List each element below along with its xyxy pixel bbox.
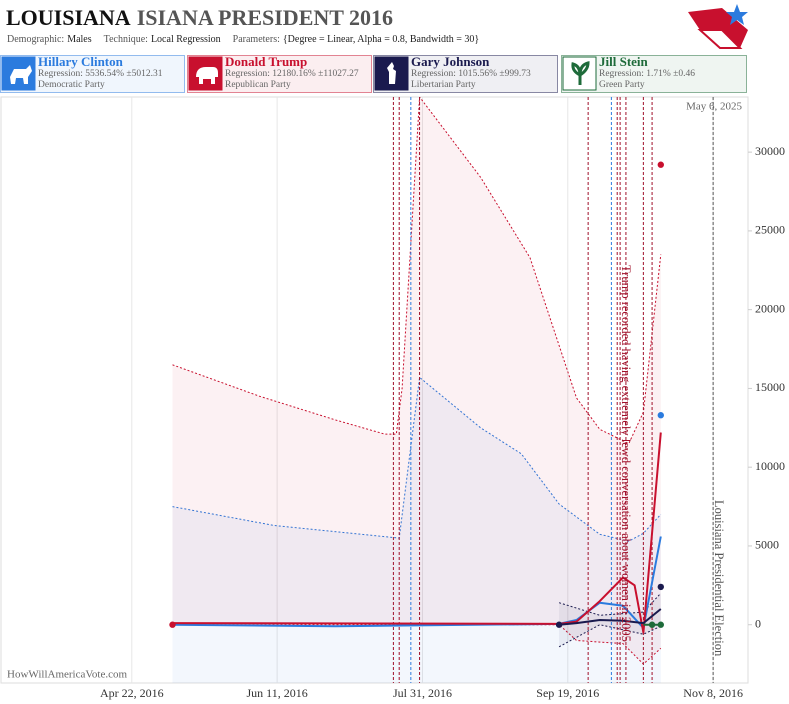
logo	[688, 4, 748, 49]
param-value: {Degree = Linear, Alpha = 0.8, Bandwidth…	[283, 34, 479, 45]
data-point	[657, 161, 665, 168]
legend-icon	[188, 56, 223, 91]
legend-regression: Regression: 1.71% ±0.46	[599, 69, 695, 79]
watermark: HowWillAmericaVote.com	[7, 669, 127, 681]
band-lower	[558, 624, 662, 648]
y-tick-label: 20000	[755, 301, 785, 315]
band-upper	[558, 592, 662, 616]
param-label: Demographic:	[7, 34, 64, 45]
icon-glyph	[196, 67, 218, 84]
title: LOUISIANA ISIANA PRESIDENT 2016	[6, 5, 393, 30]
icon-glyph	[387, 62, 396, 84]
y-tick-label: 10000	[755, 459, 785, 473]
param-label: Technique:	[104, 34, 148, 45]
confidence-band	[172, 377, 661, 683]
data-point	[169, 621, 176, 628]
x-tick-label: Jul 31, 2016	[393, 686, 452, 700]
legend-party: Democratic Party	[38, 80, 105, 90]
data-point	[657, 621, 665, 628]
legend-icon	[1, 56, 36, 91]
data-point	[657, 412, 665, 419]
series-line	[559, 608, 662, 626]
x-tick-label: Jun 11, 2016	[247, 686, 308, 700]
annotation: Trump recorded having extremely lewd con…	[619, 265, 633, 642]
y-tick-label: 30000	[755, 144, 785, 158]
legend-regression: Regression: 12180.16% ±11027.27	[225, 69, 359, 79]
param-label: Parameters:	[233, 34, 280, 45]
date-label: May 6, 2025	[686, 101, 742, 113]
legend-name: Gary Johnson	[411, 54, 490, 69]
legend-icon	[374, 56, 409, 91]
axes: Apr 22, 2016 Jun 11, 2016 Jul 31, 2016 Sep …	[100, 144, 785, 700]
param-value: Males	[67, 34, 92, 45]
legend-party: Green Party	[599, 80, 645, 90]
legend-name: Jill Stein	[599, 54, 649, 69]
legend-name: Hillary Clinton	[38, 54, 124, 69]
x-tick-label: Apr 22, 2016	[100, 686, 164, 700]
data-point	[657, 583, 665, 591]
param-value: Local Regression	[151, 34, 221, 45]
title-rest: ISIANA PRESIDENT 2016	[137, 5, 393, 30]
icon-glyph	[10, 65, 32, 84]
legend-regression: Regression: 1015.56% ±999.73	[411, 69, 531, 79]
x-tick-label: Nov 8, 2016	[683, 686, 743, 700]
y-tick-label: 15000	[755, 380, 785, 394]
band-upper	[172, 97, 662, 445]
legend-party: Republican Party	[225, 80, 291, 90]
title-bold: LOUISIANA	[6, 5, 131, 30]
icon-glyph	[571, 61, 590, 85]
legend-name: Donald Trump	[225, 54, 307, 69]
y-tick-label: 25000	[755, 223, 785, 237]
data-point	[555, 621, 563, 628]
data-point	[648, 621, 656, 628]
params: Demographic: Males Technique: Local Regress…	[7, 34, 479, 45]
legend-party: Libertarian Party	[411, 80, 476, 90]
confidence-band	[172, 97, 661, 665]
legend-regression: Regression: 5536.54% ±5012.31	[38, 69, 163, 79]
plot-frame	[0, 96, 749, 684]
legend-icon	[562, 56, 597, 91]
plot-area	[131, 97, 714, 683]
y-tick-label: 0	[755, 616, 761, 630]
x-tick-label: Sep 19, 2016	[536, 686, 599, 700]
annotation: Louisiana Presidential Election	[712, 500, 726, 657]
band-lower	[172, 624, 662, 665]
y-tick-label: 5000	[755, 538, 779, 552]
